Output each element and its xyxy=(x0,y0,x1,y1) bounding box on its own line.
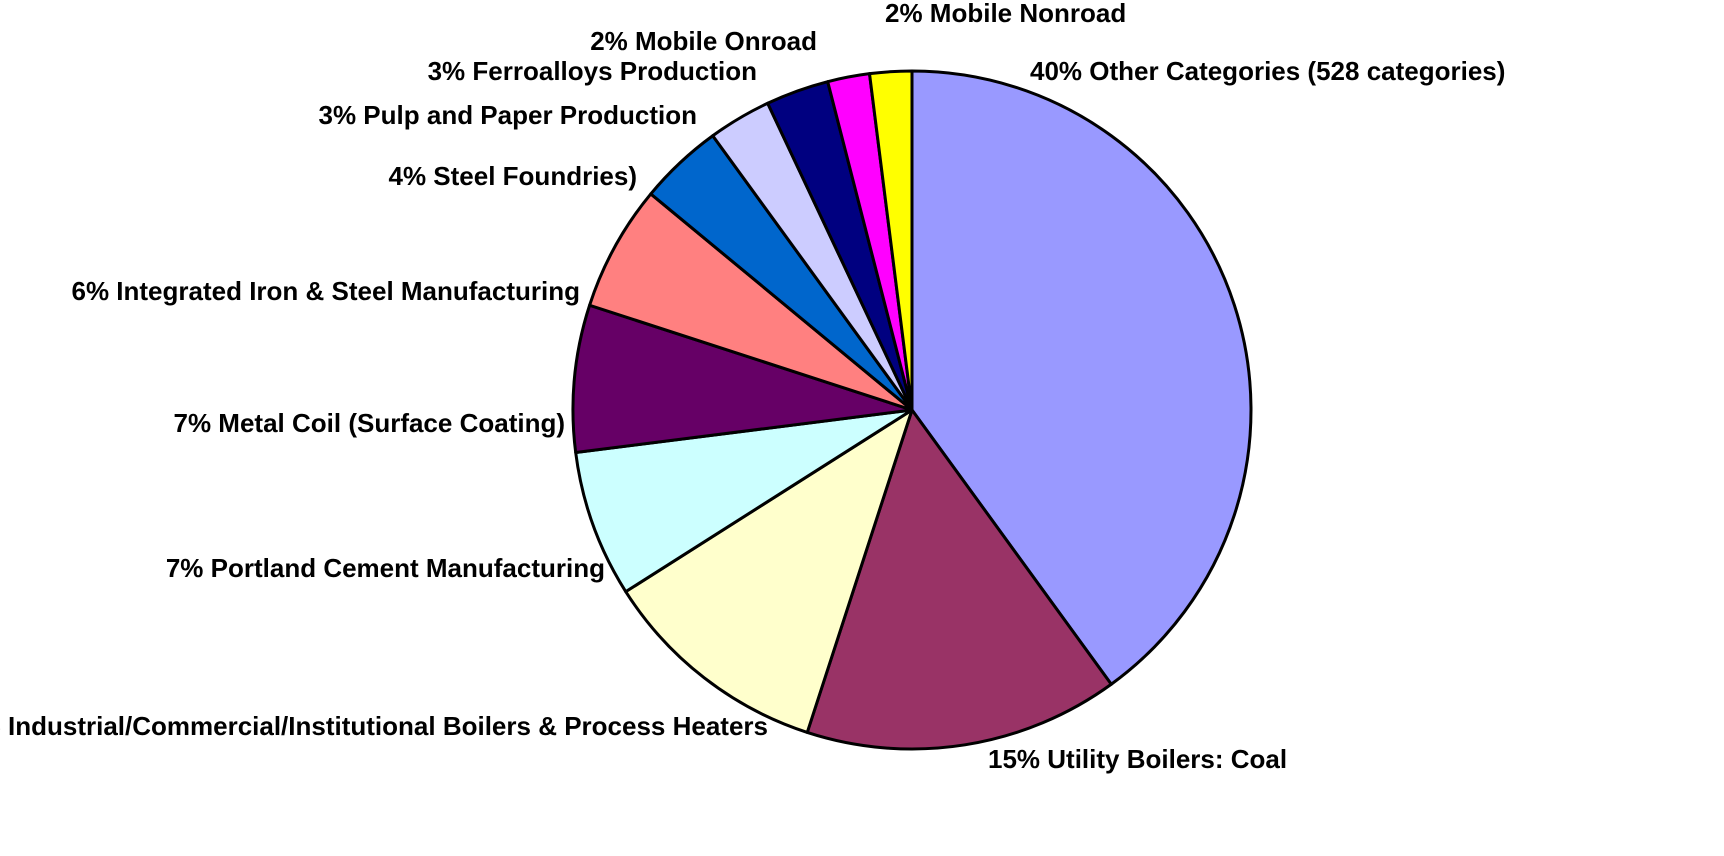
slice-label: 2% Mobile Nonroad xyxy=(885,0,1126,28)
slice-label: 7% Portland Cement Manufacturing xyxy=(166,553,605,583)
slice-label: 2% Mobile Onroad xyxy=(590,26,817,56)
slice-label: 4% Steel Foundries) xyxy=(389,161,638,191)
pie-slice xyxy=(805,408,1113,751)
slice-label: 7% Metal Coil (Surface Coating) xyxy=(174,408,566,438)
pie-slice xyxy=(868,69,914,412)
pie-slice xyxy=(910,69,1253,686)
pie-slice xyxy=(571,303,914,454)
slice-label: 6% Integrated Iron & Steel Manufacturing xyxy=(71,276,580,306)
slice-label: 15% Utility Boilers: Coal xyxy=(988,744,1287,774)
slice-label: 11% Industrial/Commercial/Institutional … xyxy=(0,711,768,741)
pie-slice xyxy=(588,192,914,412)
slice-label: 40% Other Categories (528 categories) xyxy=(1030,56,1505,86)
slice-label: 3% Ferroalloys Production xyxy=(428,56,757,86)
slice-label: 3% Pulp and Paper Production xyxy=(319,100,698,130)
pie-slice xyxy=(574,408,914,594)
pie-slice xyxy=(624,408,914,734)
